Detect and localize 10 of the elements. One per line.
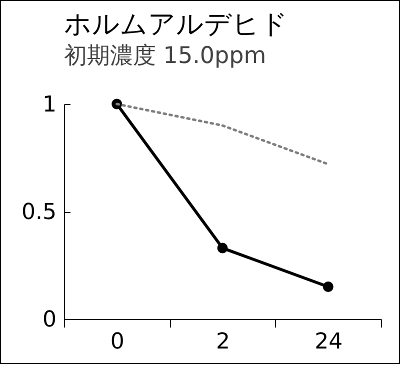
point: [322, 282, 334, 292]
x-tick-label: 0: [110, 330, 124, 354]
y-tick-label: 0.5: [22, 200, 56, 225]
chart-title: ホルムアルデヒド: [64, 9, 288, 40]
y-tick-label: 1: [42, 92, 56, 118]
x-tick-label: 24: [314, 330, 343, 354]
chart-subtitle: 初期濃度 15.0ppm: [64, 43, 266, 69]
x-tick-label: 2: [216, 330, 230, 354]
y-tick-label: 0: [42, 308, 56, 332]
point: [217, 242, 228, 254]
